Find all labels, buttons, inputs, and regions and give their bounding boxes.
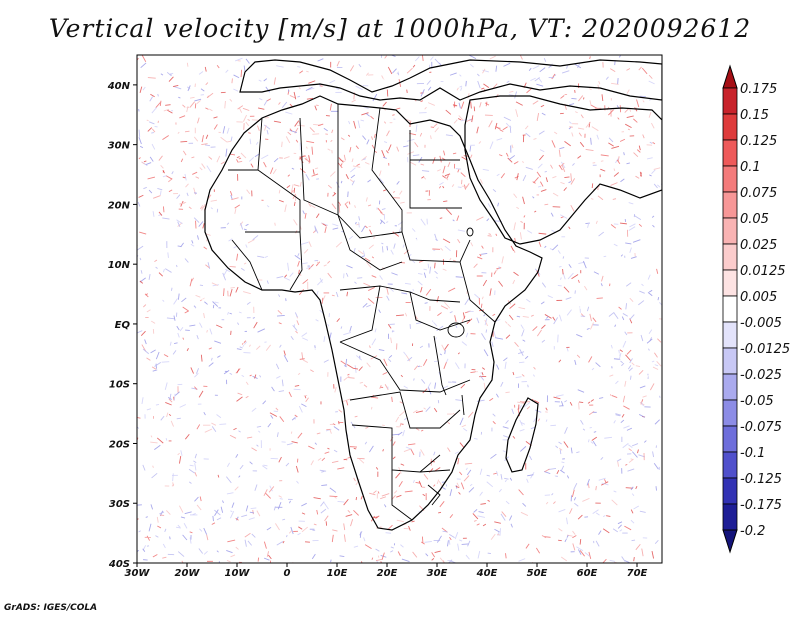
legend-label: 0.15 [740,108,769,123]
x-axis-ticks: 30W 20W 10W 0 10E 20E 30E 40E 50E 60E 70E [125,563,648,579]
coastlines [204,59,662,531]
legend-label: -0.1 [740,446,765,461]
credit-text: GrADS: IGES/COLA [4,603,98,613]
legend-swatch [722,503,738,531]
legend-label: 0.05 [740,212,769,227]
x-tick-label: 20W [175,568,201,579]
madagascar-coastline [505,397,539,473]
legend-swatch [722,64,738,89]
legend-swatch [722,113,738,141]
legend-swatch [722,425,738,453]
x-tick-label: 70E [627,568,648,579]
legend-swatch [722,139,738,167]
legend-label: 0.125 [740,134,777,149]
legend-label: -0.175 [740,498,782,513]
legend-label: 0.0125 [740,264,786,279]
legend-swatch [722,269,738,297]
legend-swatch [722,165,738,193]
legend-label: 0.025 [740,238,777,253]
x-tick-label: 10E [327,568,348,579]
legend-label: -0.025 [740,368,782,383]
legend-swatch [722,451,738,479]
x-tick-label: 50E [527,568,548,579]
legend-swatch [722,243,738,271]
legend-label: 0.075 [740,186,777,201]
x-tick-label: 10W [225,568,251,579]
legend-label: -0.05 [740,394,774,409]
arabia-coastline [464,95,662,245]
map-frame [136,54,663,564]
lakes [433,227,474,416]
country-borders [228,104,496,521]
y-tick-label: 30N [108,141,131,152]
y-tick-label: 40N [107,81,131,92]
x-tick-label: 30E [427,568,448,579]
y-tick-label: EQ [115,320,131,331]
y-axis-ticks: 40N 30N 20N 10N EQ 10S 20S 30S 40S [107,81,137,570]
legend-swatch [722,321,738,349]
legend-swatch [722,217,738,245]
legend-label: -0.005 [740,316,782,331]
map-plot-area [137,55,662,563]
legend-swatch [722,373,738,401]
map-title: Vertical velocity [m/s] at 1000hPa, VT: … [48,14,752,43]
y-tick-label: 40S [108,559,130,570]
legend-swatch [722,295,738,323]
legend-swatch [722,399,738,427]
velocity-field [137,55,662,563]
y-tick-label: 10N [108,260,131,271]
x-tick-label: 40E [476,568,498,579]
color-legend: 0.175 0.15 0.125 0.1 0.075 0.05 0.025 0.0125 0.0… [722,64,790,554]
y-tick-label: 20N [108,200,131,211]
x-tick-label: 0 [284,568,291,579]
y-tick-label: 10S [109,380,130,391]
legend-swatch [722,477,738,505]
legend-label: 0.1 [740,160,761,175]
legend-swatch [722,347,738,375]
x-tick-label: 20E [377,568,398,579]
legend-label: -0.0125 [740,342,790,357]
y-tick-label: 20S [109,439,130,450]
legend-label: -0.075 [740,420,782,435]
y-tick-label: 30S [109,499,130,510]
legend-label: -0.2 [740,524,765,539]
legend-swatch [722,529,738,554]
legend-swatch [722,87,738,115]
legend-label: 0.005 [740,290,777,305]
europe-coastline [239,59,662,101]
legend-label: 0.175 [740,82,777,97]
legend-swatch [722,191,738,219]
x-tick-label: 30W [125,568,151,579]
africa-coastline [204,95,543,531]
legend-label: -0.125 [740,472,782,487]
x-tick-label: 60E [577,568,598,579]
